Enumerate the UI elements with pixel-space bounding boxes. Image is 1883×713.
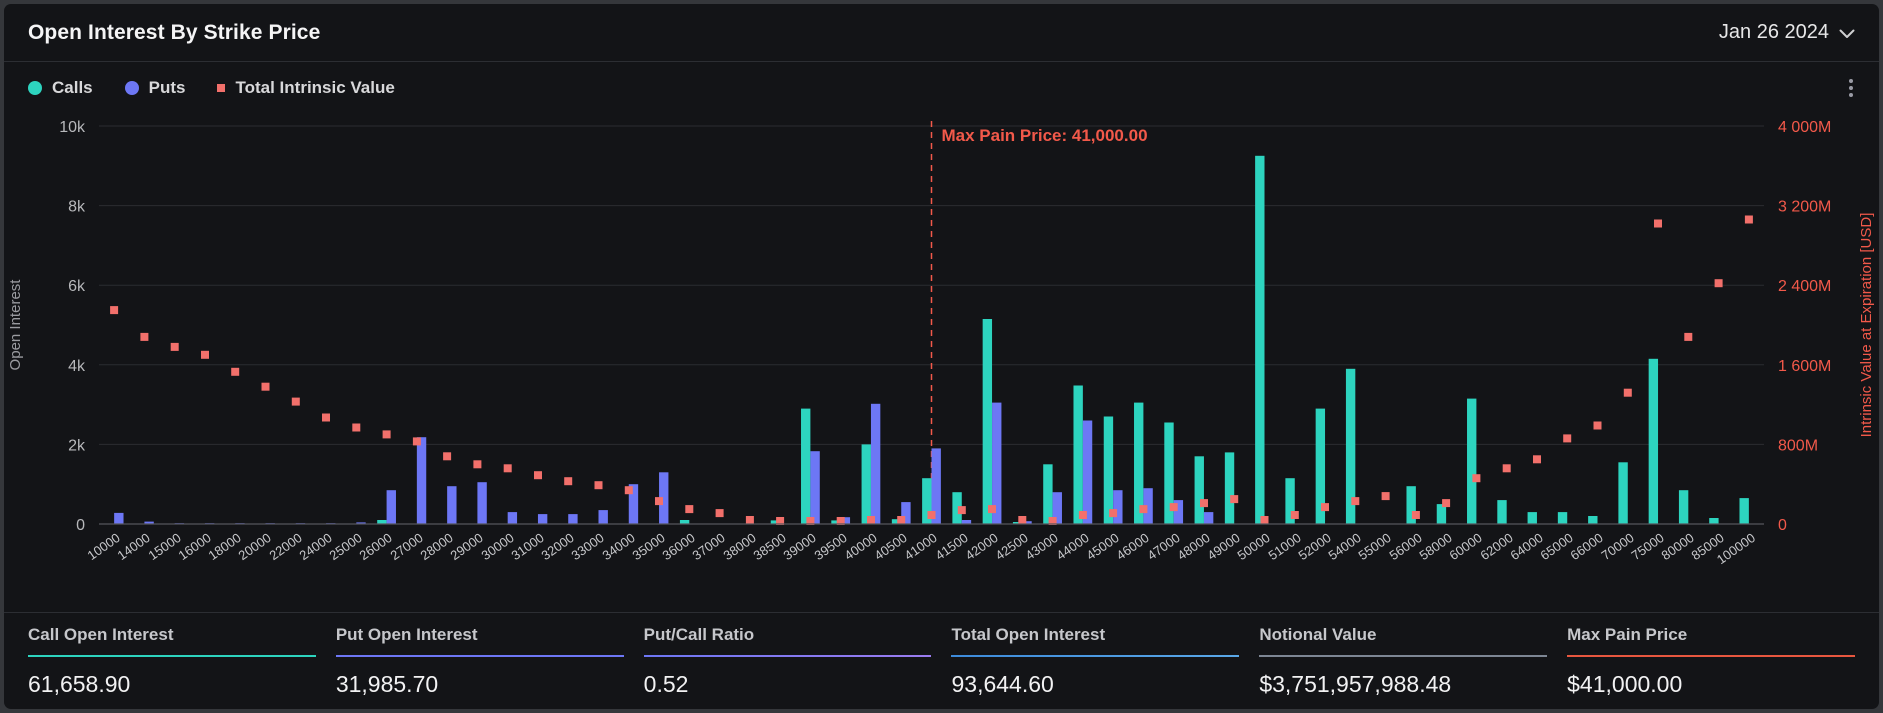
svg-text:6k: 6k (68, 278, 86, 295)
svg-text:Intrinsic Value at Expiration: Intrinsic Value at Expiration [USD] (1858, 213, 1875, 438)
svg-text:800M: 800M (1778, 437, 1818, 454)
svg-text:Open Interest: Open Interest (7, 279, 24, 371)
svg-text:Max Pain Price: 41,000.00: Max Pain Price: 41,000.00 (942, 126, 1148, 145)
svg-text:8k: 8k (68, 199, 86, 216)
svg-text:2k: 2k (68, 437, 86, 454)
svg-text:3 200M: 3 200M (1778, 199, 1831, 216)
svg-text:4k: 4k (68, 358, 86, 375)
svg-text:2 400M: 2 400M (1778, 278, 1831, 295)
svg-text:10k: 10k (59, 119, 86, 136)
svg-text:4 000M: 4 000M (1778, 119, 1831, 136)
svg-text:1 600M: 1 600M (1778, 358, 1831, 375)
